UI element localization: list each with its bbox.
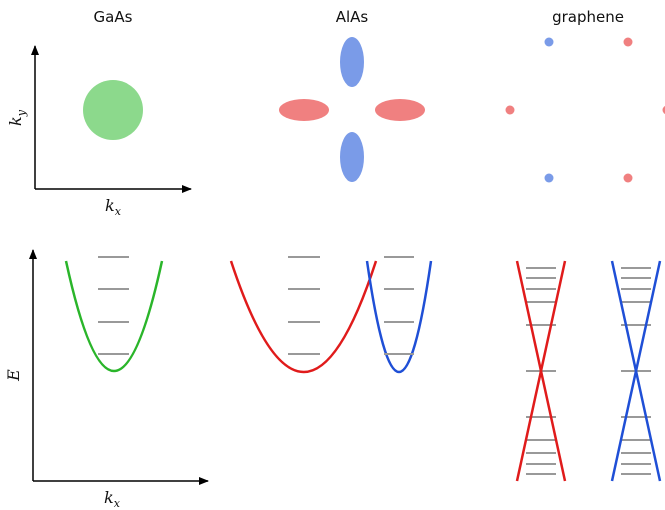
kspace-axes: ky kx [6,45,192,218]
alas-valley-top [340,37,364,87]
alas-valley-bottom [340,132,364,182]
title-graphene: graphene [552,8,624,26]
dirac-cone-line [515,260,567,482]
kx-label-bottom: kx [104,488,121,510]
title-gaas: GaAs [94,8,133,26]
dirac-cone-line [610,260,662,482]
energy-label: E [4,369,23,382]
dirac-point-blue [544,173,554,183]
alas-heavy-valley-curve [229,260,378,373]
ky-label: ky [6,109,28,126]
energy-axes: E kx [4,249,209,510]
alas-valley-right [375,99,425,121]
dirac-point-blue [544,37,554,47]
title-alas: AlAs [336,8,369,26]
alas-valley-left [279,99,329,121]
ky-base: k [6,116,25,126]
alas-valleys [279,37,425,182]
gaas-band [64,256,164,372]
kx-bottom-sub: x [114,497,121,510]
dirac-point-red [623,37,633,47]
ky-sub: y [15,109,28,117]
gaas-dispersion-curve [64,260,164,372]
kx-top-sub: x [115,205,122,218]
graphene-cone-blue [610,260,662,482]
dirac-point-red [623,173,633,183]
gaas-fermi-sphere [83,80,143,140]
graphene-dirac-points [505,37,665,183]
kx-label-top: kx [105,196,122,218]
dirac-point-red [505,105,515,115]
dirac-point-red [662,105,665,115]
kx-top-base: k [105,196,115,215]
alas-light-valley-curve [365,260,433,374]
graphene-cone-red [515,260,567,482]
kx-bottom-base: k [104,488,114,507]
alas-bands [229,256,433,374]
